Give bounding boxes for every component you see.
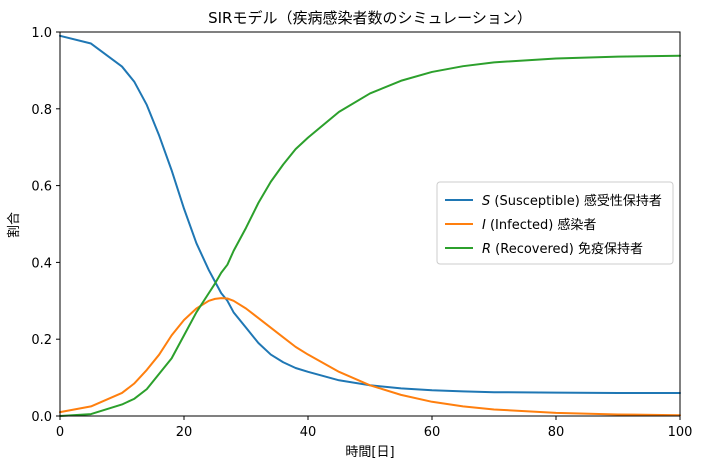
legend-entry-s: S (Susceptible) 感受性保持者 — [482, 193, 662, 209]
legend-entry-i: I (Infected) 感染者 — [482, 217, 596, 233]
legend-letter: I — [482, 218, 486, 233]
x-tick-label: 40 — [300, 425, 317, 440]
y-tick-label: 0.2 — [31, 333, 52, 348]
legend: S (Susceptible) 感受性保持者 I (Infected) 感染者 R … — [436, 181, 674, 265]
y-tick-label: 0.0 — [31, 410, 52, 425]
legend-label: (Infected) 感染者 — [486, 217, 597, 233]
x-axis-label: 時間[日] — [345, 445, 394, 460]
y-axis-label: 割合 — [6, 212, 22, 238]
x-tick-label: 20 — [176, 425, 193, 440]
series-line-i — [59, 297, 681, 417]
legend-letter: R — [482, 242, 491, 257]
y-tick-label: 1.0 — [31, 26, 52, 41]
axes-frame — [59, 31, 681, 417]
legend-letter: S — [482, 194, 490, 209]
chart-title: SIRモデル（疾病感染者数のシミュレーション） — [208, 9, 532, 27]
series-line-s — [59, 34, 681, 394]
legend-box — [436, 181, 674, 265]
x-tick-label: 0 — [56, 425, 64, 440]
y-tick-label: 0.8 — [31, 103, 52, 118]
x-tick-label: 80 — [548, 425, 565, 440]
y-tick-label: 0.4 — [31, 256, 52, 271]
series-line-r — [59, 54, 681, 417]
legend-entry-r: R (Recovered) 免疫保持者 — [482, 241, 643, 257]
legend-label: (Recovered) 免疫保持者 — [491, 241, 643, 257]
legend-label: (Susceptible) 感受性保持者 — [490, 193, 662, 209]
y-tick-label: 0.6 — [31, 180, 52, 195]
plot-area: 0 20 40 60 80 100 0.0 0.2 0.4 0.6 0.8 1.0 — [31, 26, 692, 440]
x-tick-label: 60 — [424, 425, 441, 440]
x-tick-label: 100 — [668, 425, 693, 440]
